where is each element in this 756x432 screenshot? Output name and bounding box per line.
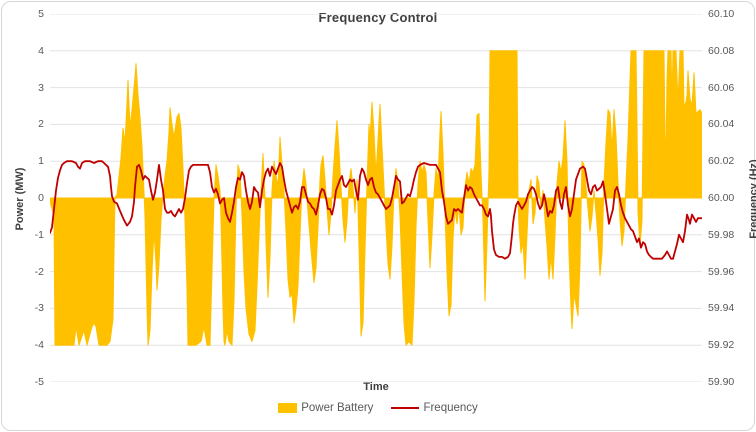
area-swatch-icon xyxy=(278,403,298,413)
plot-svg xyxy=(50,14,702,382)
right-axis-tick: 59.96 xyxy=(708,265,735,278)
right-axis-title: Frequency (Hz) xyxy=(748,159,756,239)
left-axis-tick: -1 xyxy=(34,228,44,241)
legend-item-power-battery: Power Battery xyxy=(278,402,373,414)
left-axis-title: Power (MW) xyxy=(14,167,26,231)
legend: Power Battery Frequency xyxy=(2,402,754,414)
left-axis-tick: 1 xyxy=(38,155,44,168)
right-axis-tick: 60.00 xyxy=(708,192,735,204)
right-axis-tick: 60.10 xyxy=(708,8,735,20)
left-axis-tick: 2 xyxy=(38,118,44,131)
legend-label: Frequency xyxy=(423,402,478,414)
right-axis-tick: 59.92 xyxy=(708,339,735,352)
x-axis-title: Time xyxy=(363,381,389,393)
right-axis-tick: 60.04 xyxy=(708,118,735,131)
left-axis-tick: -3 xyxy=(34,302,44,315)
legend-label: Power Battery xyxy=(301,402,374,414)
frequency-line-series xyxy=(50,160,702,260)
left-axis-tick: -5 xyxy=(34,376,44,388)
left-axis-tick: 5 xyxy=(38,8,44,20)
line-swatch-icon xyxy=(391,406,420,410)
battery-area-series xyxy=(50,50,702,346)
left-axis-tick: 4 xyxy=(38,44,44,57)
right-axis-tick: 60.06 xyxy=(708,81,735,94)
left-axis-tick: 0 xyxy=(38,192,44,204)
right-axis-tick: 59.90 xyxy=(708,376,735,388)
legend-item-frequency: Frequency xyxy=(391,402,478,414)
right-axis-tick: 60.02 xyxy=(708,155,735,168)
right-axis-tick: 60.08 xyxy=(708,44,735,57)
right-axis-tick: 59.94 xyxy=(708,302,735,315)
left-axis-tick: 3 xyxy=(38,81,44,94)
left-axis-tick: -2 xyxy=(34,265,44,278)
left-axis-tick: -4 xyxy=(34,339,44,352)
right-axis-tick: 59.98 xyxy=(708,228,735,241)
